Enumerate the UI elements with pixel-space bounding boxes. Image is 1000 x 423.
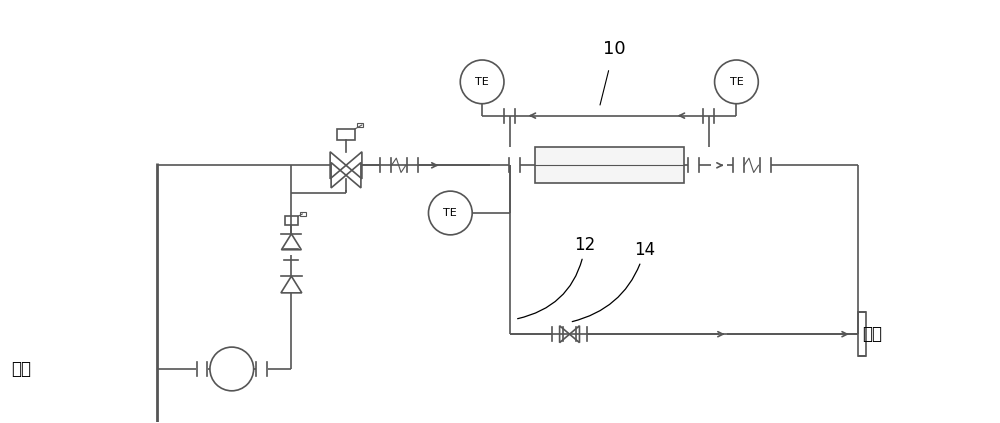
Text: 大海: 大海 xyxy=(863,325,883,343)
Bar xyxy=(357,123,363,127)
Text: 10: 10 xyxy=(603,40,626,58)
Text: TE: TE xyxy=(475,77,489,87)
Text: 14: 14 xyxy=(572,241,655,321)
Circle shape xyxy=(428,191,472,235)
Circle shape xyxy=(460,60,504,104)
Bar xyxy=(535,148,684,183)
Bar xyxy=(858,312,866,356)
Text: 大海: 大海 xyxy=(11,360,31,378)
Bar xyxy=(300,212,306,216)
Bar xyxy=(285,217,298,225)
Text: TE: TE xyxy=(730,77,743,87)
Circle shape xyxy=(715,60,758,104)
Text: TE: TE xyxy=(443,208,457,218)
Bar xyxy=(337,129,355,140)
Text: 12: 12 xyxy=(518,236,596,319)
